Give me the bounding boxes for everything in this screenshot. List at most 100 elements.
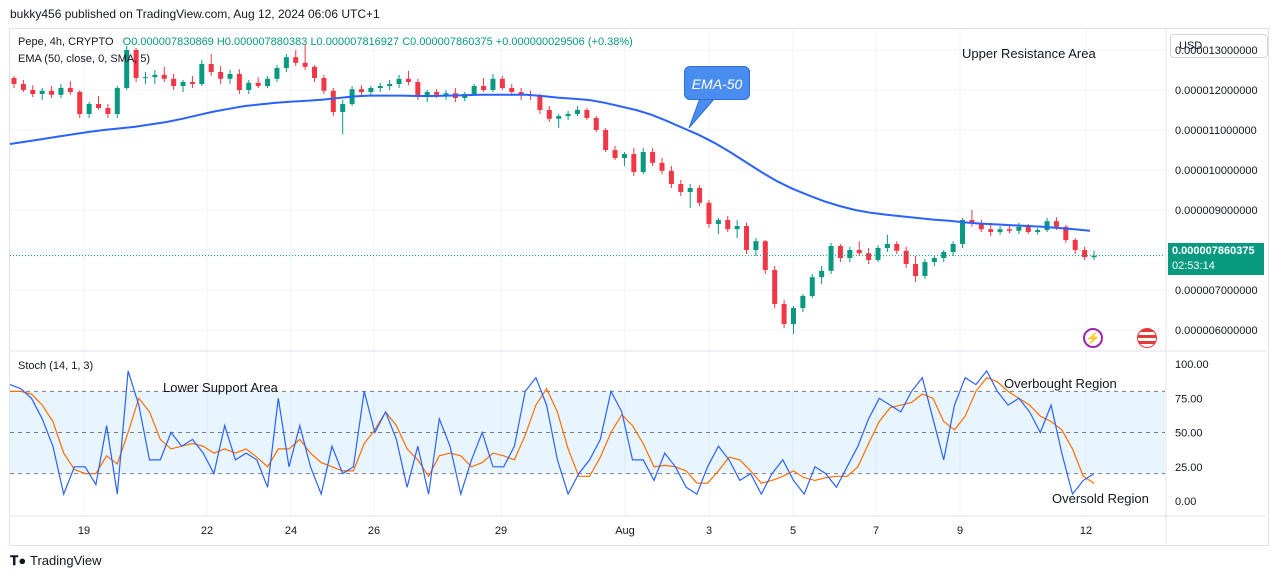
candle-body bbox=[11, 78, 17, 84]
candle-body bbox=[293, 57, 299, 63]
candle-body bbox=[274, 68, 280, 79]
candle-body bbox=[537, 96, 543, 110]
candle-body bbox=[443, 93, 449, 95]
candle-body bbox=[265, 78, 271, 86]
price-axis-label: 0.000012000000 bbox=[1175, 85, 1258, 97]
time-axis-label: 26 bbox=[368, 525, 380, 537]
price-axis-label: 0.000013000000 bbox=[1175, 45, 1258, 57]
tradingview-footer[interactable]: 𝐓● TradingView bbox=[10, 553, 102, 569]
oversold-label: Oversold Region bbox=[1052, 491, 1149, 506]
candle-body bbox=[387, 84, 393, 86]
candle-body bbox=[396, 78, 402, 84]
candle-body bbox=[58, 88, 64, 95]
candle-body bbox=[706, 202, 712, 224]
candle-body bbox=[1072, 240, 1078, 250]
symbol-legend: Pepe, 4h, CRYPTO O0.000007830869 H0.0000… bbox=[18, 36, 633, 48]
candle-body bbox=[490, 78, 496, 90]
candle-body bbox=[668, 170, 674, 184]
price-axis-label: 0.000007000000 bbox=[1175, 285, 1258, 297]
grid-lines bbox=[10, 28, 1266, 544]
candle-body bbox=[650, 152, 656, 163]
stoch-k-line bbox=[9, 369, 1095, 497]
stoch-legend: Stoch (14, 1, 3) bbox=[18, 360, 94, 372]
candle-body bbox=[133, 50, 139, 78]
candle-body bbox=[640, 152, 646, 172]
candle-body bbox=[218, 72, 224, 79]
candle-body bbox=[753, 241, 759, 250]
candle-body bbox=[903, 250, 909, 264]
price-axis-label: 0.000009000000 bbox=[1175, 205, 1258, 217]
candle-body bbox=[997, 229, 1003, 232]
candle-body bbox=[828, 246, 834, 271]
candle-body bbox=[227, 74, 233, 79]
stoch-axis-label: 50.00 bbox=[1175, 428, 1203, 440]
candle-body bbox=[1091, 255, 1097, 258]
candle-body bbox=[978, 222, 984, 230]
candle-body bbox=[725, 220, 731, 230]
stoch-axis-label: 75.00 bbox=[1175, 393, 1203, 405]
candle-body bbox=[809, 277, 815, 296]
candle-body bbox=[659, 162, 665, 171]
currency-selector[interactable]: USD bbox=[1170, 34, 1268, 58]
time-axis-label: 5 bbox=[790, 525, 796, 537]
candle-body bbox=[565, 114, 571, 116]
candle-body bbox=[330, 90, 336, 112]
time-axis-label: Aug bbox=[615, 525, 635, 537]
us-flag-icon[interactable] bbox=[1137, 328, 1157, 348]
candle-body bbox=[105, 108, 111, 114]
candle-body bbox=[697, 188, 703, 203]
candle-body bbox=[546, 110, 552, 119]
candle-body bbox=[509, 88, 515, 92]
axes: 0.000013000000 0.000012000000 0.0000110000… bbox=[78, 45, 1258, 537]
candle-body bbox=[922, 262, 928, 276]
overbought-label: Overbought Region bbox=[1004, 376, 1117, 391]
time-axis-label: 9 bbox=[957, 525, 963, 537]
candle-body bbox=[950, 244, 956, 252]
candle-body bbox=[960, 220, 966, 244]
candle-body bbox=[1006, 229, 1012, 231]
candle-body bbox=[67, 88, 73, 92]
candle-body bbox=[142, 77, 148, 79]
candle-body bbox=[152, 74, 158, 78]
stoch-band bbox=[10, 390, 1165, 475]
candle-body bbox=[941, 252, 947, 258]
candle-body bbox=[96, 104, 102, 108]
candle-body bbox=[913, 264, 919, 276]
flash-icon[interactable]: ⚡ bbox=[1083, 328, 1103, 348]
last-price-tag: 0.000007860375 02:53:14 bbox=[1168, 243, 1264, 275]
ema-legend: EMA (50, close, 0, SMA, 5) bbox=[18, 53, 151, 65]
candle-body bbox=[30, 90, 36, 94]
candle-body bbox=[1025, 226, 1031, 232]
time-axis-label: 29 bbox=[495, 525, 507, 537]
stoch-axis-label: 25.00 bbox=[1175, 462, 1203, 474]
symbol-line: Pepe, 4h, CRYPTO bbox=[18, 36, 114, 48]
candle-body bbox=[499, 78, 505, 88]
candle-body bbox=[781, 304, 787, 324]
candle-body bbox=[1063, 226, 1069, 240]
candle-body bbox=[312, 66, 318, 78]
candle-body bbox=[302, 62, 308, 67]
time-axis-label: 22 bbox=[201, 525, 213, 537]
candle-body bbox=[790, 308, 796, 324]
candle-body bbox=[208, 64, 214, 72]
candle-body bbox=[866, 253, 872, 260]
candle-body bbox=[39, 90, 45, 94]
candle-body bbox=[77, 92, 83, 114]
candle-body bbox=[255, 82, 261, 86]
candle-body bbox=[49, 90, 55, 95]
candle-body bbox=[856, 250, 862, 254]
candle-body bbox=[434, 92, 440, 95]
candle-body bbox=[471, 86, 477, 94]
ohlc-values: O0.000007830869 H0.000007880383 L0.00000… bbox=[122, 36, 633, 48]
candle-body bbox=[819, 270, 825, 278]
candle-body bbox=[481, 86, 487, 90]
callout-pointer bbox=[688, 97, 717, 129]
candle-body bbox=[405, 78, 411, 82]
candle-body bbox=[180, 82, 186, 86]
ema-callout: EMA-50 bbox=[684, 66, 750, 100]
lower-support-label: Lower Support Area bbox=[163, 380, 278, 395]
last-price-value: 0.000007860375 bbox=[1172, 245, 1255, 257]
footer-brand: TradingView bbox=[30, 553, 102, 568]
candle-body bbox=[161, 74, 167, 79]
